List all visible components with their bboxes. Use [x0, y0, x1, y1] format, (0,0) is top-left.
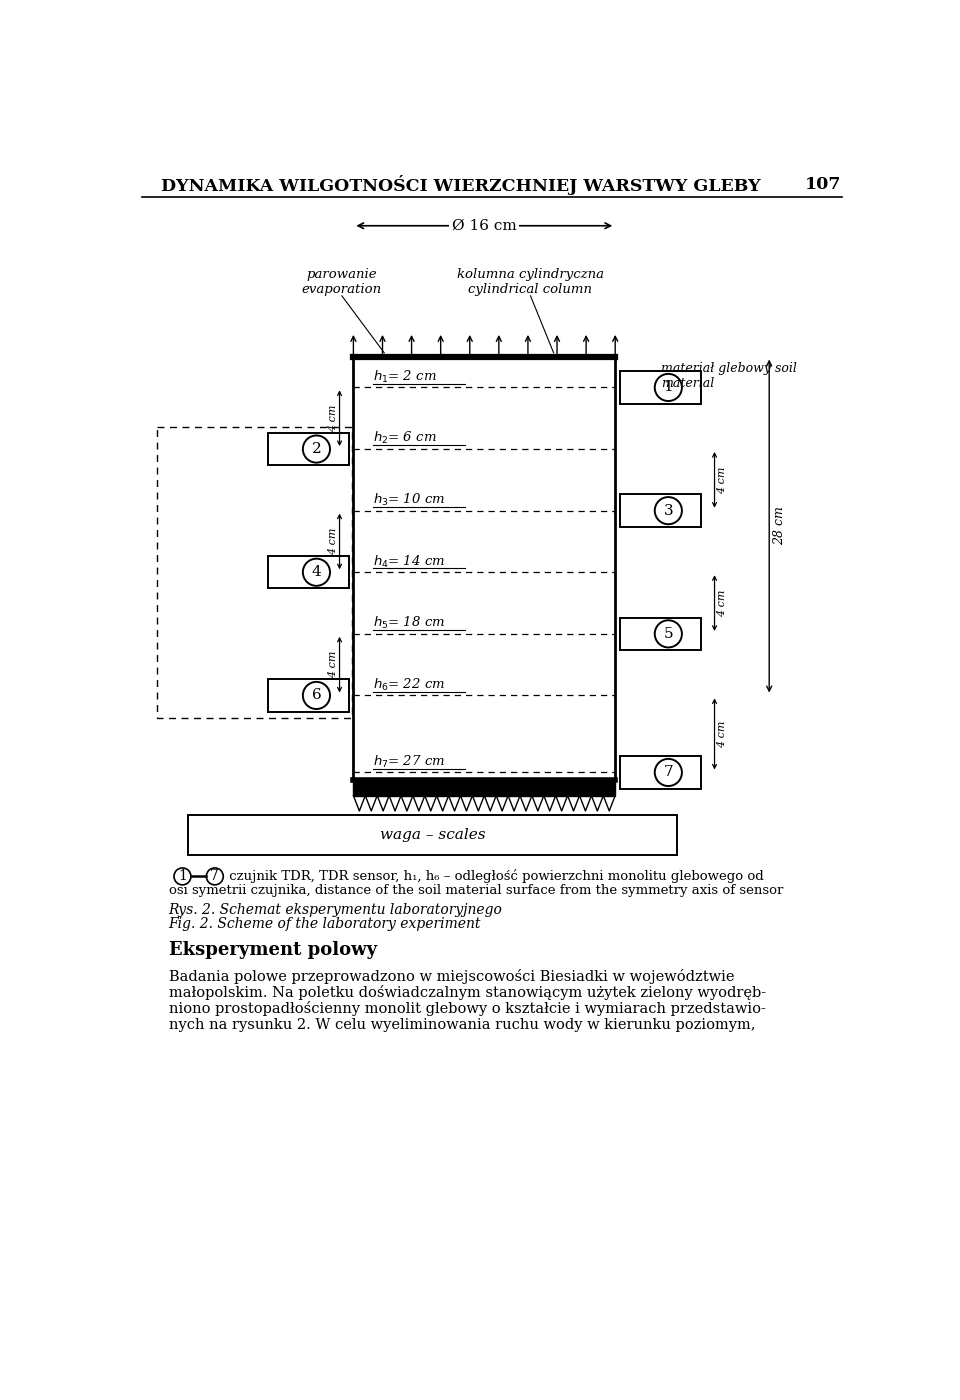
- Text: przegroda – barrier: przegroda – barrier: [376, 780, 508, 792]
- Text: kolumna cylindryczna
cylindrical column: kolumna cylindryczna cylindrical column: [457, 267, 604, 295]
- Text: DYNAMIKA WILGOTNOŚCI WIERZCHNIEJ WARSTWY GLEBY: DYNAMIKA WILGOTNOŚCI WIERZCHNIEJ WARSTWY…: [161, 175, 761, 195]
- Bar: [620, 371, 701, 403]
- Text: 1: 1: [178, 869, 187, 883]
- Text: parowanie
evaporation: parowanie evaporation: [301, 267, 382, 295]
- Text: 5: 5: [663, 627, 673, 641]
- Text: Badania polowe przeprowadzono w miejscowości Biesiadki w województwie: Badania polowe przeprowadzono w miejscow…: [169, 969, 734, 984]
- Text: $h_4$= 14 cm: $h_4$= 14 cm: [372, 553, 444, 570]
- Text: 6: 6: [312, 689, 322, 703]
- Text: $h_7$= 27 cm: $h_7$= 27 cm: [372, 753, 444, 770]
- Text: $h_2$= 6 cm: $h_2$= 6 cm: [372, 430, 436, 447]
- Text: 4: 4: [312, 566, 322, 580]
- Text: 4 cm: 4 cm: [328, 528, 338, 556]
- Bar: [188, 815, 677, 855]
- Bar: [620, 756, 701, 788]
- Text: 2: 2: [312, 442, 322, 456]
- Text: 28 cm: 28 cm: [774, 507, 786, 546]
- Text: 7: 7: [663, 766, 673, 780]
- Text: $h_1$= 2 cm: $h_1$= 2 cm: [372, 368, 436, 385]
- Text: $h_6$= 22 cm: $h_6$= 22 cm: [372, 676, 444, 693]
- Text: 7: 7: [210, 869, 219, 883]
- Text: niono prostopadłościenny monolit glebowy o kształcie i wymiarach przedstawio-: niono prostopadłościenny monolit glebowy…: [169, 1001, 765, 1016]
- Text: 4 cm: 4 cm: [328, 651, 338, 679]
- Text: osi symetrii czujnika, distance of the soil material surface from the symmetry a: osi symetrii czujnika, distance of the s…: [169, 883, 783, 897]
- Text: 4 cm: 4 cm: [717, 589, 728, 617]
- Text: 4 cm: 4 cm: [717, 466, 728, 494]
- Bar: [620, 617, 701, 650]
- Bar: [353, 780, 615, 795]
- Bar: [268, 679, 348, 711]
- Text: materiał glebowy soil
material: materiał glebowy soil material: [661, 363, 797, 391]
- Text: Eksperyment polowy: Eksperyment polowy: [169, 941, 376, 959]
- Bar: [620, 494, 701, 526]
- Text: Rys. 2. Schemat eksperymentu laboratoryjnego: Rys. 2. Schemat eksperymentu laboratoryj…: [169, 903, 502, 917]
- Bar: [268, 433, 348, 465]
- Text: 107: 107: [804, 176, 841, 193]
- Bar: [268, 556, 348, 588]
- Text: 4 cm: 4 cm: [328, 405, 338, 433]
- Text: czujnik TDR, TDR sensor, h₁, h₆ – odległość powierzchni monolitu glebowego od: czujnik TDR, TDR sensor, h₁, h₆ – odległ…: [225, 869, 763, 883]
- Text: nych na rysunku 2. W celu wyeliminowania ruchu wody w kierunku poziomym,: nych na rysunku 2. W celu wyeliminowania…: [169, 1018, 756, 1032]
- Text: $h_3$= 10 cm: $h_3$= 10 cm: [372, 491, 444, 508]
- Text: waga – scales: waga – scales: [379, 827, 485, 841]
- Text: 4 cm: 4 cm: [717, 720, 728, 748]
- Text: 1: 1: [663, 381, 673, 395]
- Text: Fig. 2. Scheme of the laboratory experiment: Fig. 2. Scheme of the laboratory experim…: [169, 917, 481, 931]
- Text: 3: 3: [663, 504, 673, 518]
- Text: Ø 16 cm: Ø 16 cm: [452, 218, 516, 232]
- Text: $h_5$= 18 cm: $h_5$= 18 cm: [372, 615, 444, 631]
- Text: małopolskim. Na poletku doświadczalnym stanowiącym użytek zielony wyodręb-: małopolskim. Na poletku doświadczalnym s…: [169, 986, 766, 1000]
